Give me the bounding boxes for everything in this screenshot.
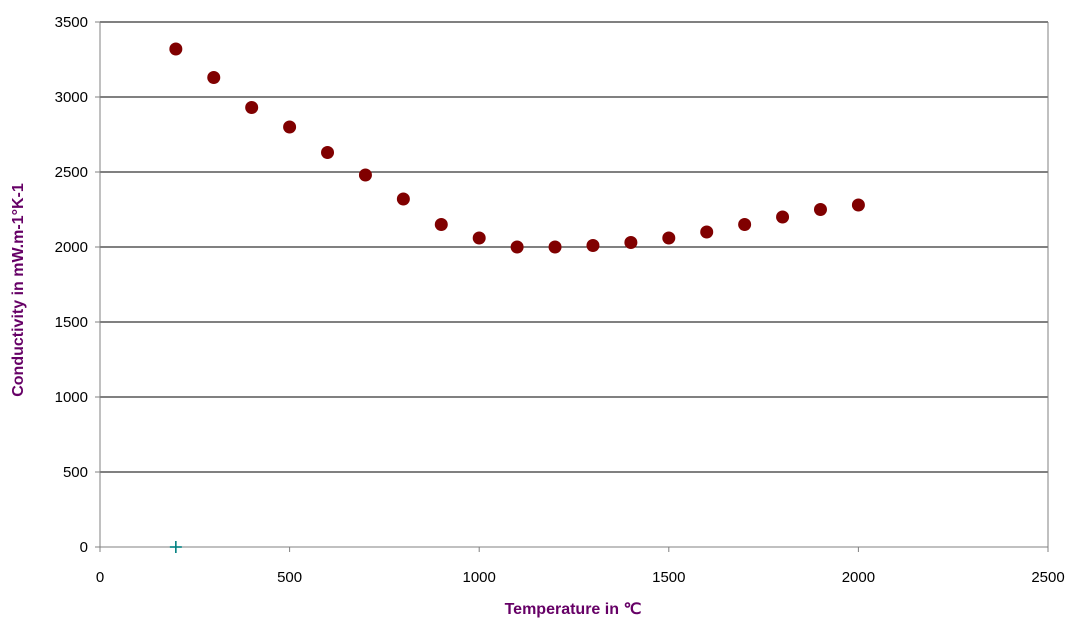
data-point <box>434 218 448 231</box>
x-tick-label-2000: 2000 <box>842 569 875 586</box>
data-point <box>283 120 297 134</box>
y-axis-title: Conductivity in mW.m-1°K-1 <box>10 183 27 397</box>
data-point <box>776 210 790 224</box>
x-tick-label-1500: 1500 <box>652 569 685 586</box>
data-point <box>207 71 221 84</box>
y-tick-label-2500: 2500 <box>55 164 88 181</box>
x-tick-label-2500: 2500 <box>1031 569 1064 586</box>
y-tick-label-3000: 3000 <box>55 89 88 106</box>
y-tick-label-1000: 1000 <box>55 389 88 406</box>
y-tick-label-2000: 2000 <box>55 239 88 256</box>
data-point <box>472 231 486 245</box>
y-tick-label-0: 0 <box>80 539 88 556</box>
data-point <box>662 231 676 245</box>
data-point <box>813 203 827 216</box>
axes <box>95 21 1049 552</box>
data-point <box>700 225 714 239</box>
tick-labels: 0 500 1000 1500 2000 2500 3000 3500 0 500 1000 1500… <box>55 14 1065 586</box>
x-tick-label-1000: 1000 <box>463 569 496 586</box>
y-tick-label-500: 500 <box>63 464 88 481</box>
x-tick-label-500: 500 <box>277 569 302 586</box>
data-points <box>169 42 865 553</box>
data-point <box>738 218 752 231</box>
y-tick-label-1500: 1500 <box>55 314 88 331</box>
data-point <box>396 192 410 206</box>
y-tick-label-3500: 3500 <box>55 14 88 31</box>
data-point <box>321 146 335 159</box>
data-point <box>624 236 638 249</box>
data-point <box>510 240 524 254</box>
data-point <box>548 240 562 254</box>
x-tick-label-0: 0 <box>96 569 104 586</box>
data-point <box>586 239 600 252</box>
x-axis-title: Temperature in ℃ <box>505 601 642 618</box>
gridlines <box>100 21 1048 473</box>
data-point <box>245 101 259 114</box>
data-point <box>851 198 865 212</box>
data-point <box>169 42 183 56</box>
data-point <box>358 168 372 182</box>
data-point-plus <box>169 541 182 553</box>
